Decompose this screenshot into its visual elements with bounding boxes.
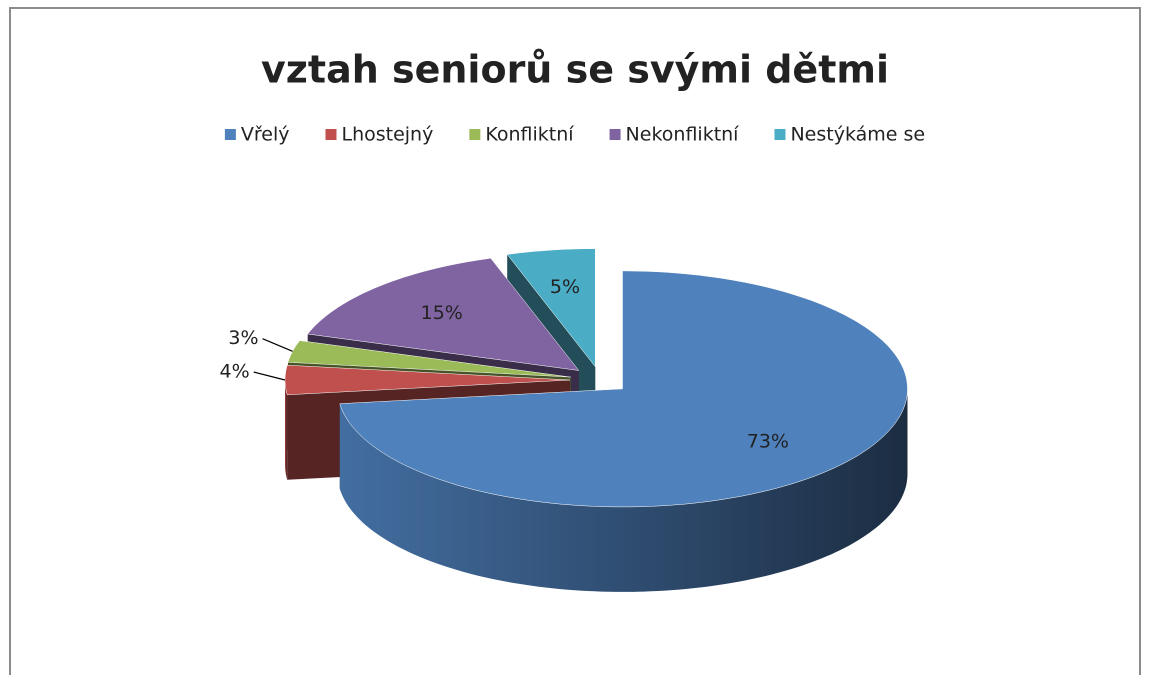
legend-swatch [774, 129, 786, 140]
slice [307, 257, 580, 371]
slice-side [285, 380, 288, 480]
leader-line [262, 338, 293, 352]
legend-swatch [609, 129, 621, 140]
legend: Vřelý Lhostejný Konfliktní Nekonfliktní Nest… [224, 124, 925, 146]
legend-swatch [325, 129, 337, 140]
data-label: 73% [747, 430, 789, 452]
legend-label: Nestýkáme se [790, 124, 925, 146]
data-label: 3% [228, 327, 258, 349]
slice [339, 270, 908, 508]
data-label: 15% [421, 302, 463, 324]
legend-label: Lhostejný [341, 124, 433, 146]
data-label: 5% [550, 276, 580, 298]
legend-label: Konfliktní [485, 124, 574, 146]
slice [287, 340, 571, 378]
data-labels: 73% 4% 3% 15% 5% [220, 276, 789, 453]
slice-side [339, 388, 908, 592]
legend-swatch [469, 129, 481, 140]
slice [506, 248, 596, 368]
chart-title: vztah seniorů se svými dětmi [261, 48, 889, 92]
legend-label: Nekonfliktní [626, 124, 740, 146]
leader-line [253, 371, 286, 381]
legend-label: Vřelý [241, 124, 290, 146]
legend-swatch [224, 129, 236, 140]
data-label: 4% [220, 361, 250, 383]
pie-tops [284, 248, 908, 508]
